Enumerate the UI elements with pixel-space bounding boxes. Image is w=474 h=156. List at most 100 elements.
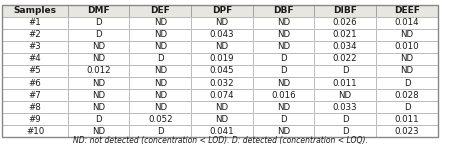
- Text: 0.011: 0.011: [333, 78, 357, 88]
- Bar: [129, 65, 191, 77]
- Text: 0.016: 0.016: [271, 91, 296, 100]
- Bar: [314, 101, 376, 113]
- Bar: [376, 29, 438, 41]
- Text: #2: #2: [29, 30, 41, 39]
- Text: 0.026: 0.026: [333, 18, 357, 27]
- Bar: [68, 65, 129, 77]
- Bar: [2, 113, 68, 125]
- Text: D: D: [280, 66, 287, 76]
- Text: D: D: [280, 115, 287, 124]
- Text: 0.032: 0.032: [210, 78, 234, 88]
- Bar: [2, 125, 68, 137]
- Text: 0.011: 0.011: [395, 115, 419, 124]
- Text: D: D: [280, 54, 287, 63]
- Bar: [129, 101, 191, 113]
- Bar: [253, 125, 314, 137]
- Text: DPF: DPF: [212, 6, 232, 15]
- Bar: [2, 77, 68, 89]
- Bar: [129, 41, 191, 53]
- Bar: [129, 125, 191, 137]
- Bar: [376, 113, 438, 125]
- Bar: [129, 77, 191, 89]
- Bar: [253, 125, 314, 137]
- Bar: [2, 5, 68, 17]
- Bar: [129, 17, 191, 29]
- Text: ND: ND: [215, 103, 228, 112]
- Text: 0.023: 0.023: [395, 127, 419, 136]
- Text: #1: #1: [29, 18, 41, 27]
- Bar: [68, 29, 129, 41]
- Bar: [68, 125, 129, 137]
- Bar: [376, 125, 438, 137]
- Bar: [68, 17, 129, 29]
- Bar: [376, 29, 438, 41]
- Text: ND: ND: [154, 30, 167, 39]
- Bar: [68, 77, 129, 89]
- Text: 0.022: 0.022: [333, 54, 357, 63]
- Bar: [376, 89, 438, 101]
- Bar: [2, 65, 68, 77]
- Text: DBF: DBF: [273, 6, 294, 15]
- Bar: [191, 101, 253, 113]
- Bar: [314, 65, 376, 77]
- Text: D: D: [404, 78, 410, 88]
- Bar: [129, 29, 191, 41]
- Bar: [129, 5, 191, 17]
- Text: #3: #3: [29, 42, 41, 51]
- Text: #7: #7: [29, 91, 41, 100]
- Bar: [191, 29, 253, 41]
- Text: #9: #9: [29, 115, 41, 124]
- Text: ND: ND: [154, 42, 167, 51]
- Bar: [2, 41, 68, 53]
- Bar: [68, 53, 129, 65]
- Bar: [253, 101, 314, 113]
- Bar: [253, 65, 314, 77]
- Bar: [376, 5, 438, 17]
- Bar: [314, 65, 376, 77]
- Text: ND: ND: [401, 66, 414, 76]
- Text: D: D: [95, 18, 102, 27]
- Bar: [376, 125, 438, 137]
- Text: ND: ND: [401, 30, 414, 39]
- Text: ND: ND: [154, 66, 167, 76]
- Text: ND: ND: [277, 42, 290, 51]
- Bar: [68, 125, 129, 137]
- Bar: [191, 17, 253, 29]
- Bar: [191, 65, 253, 77]
- Bar: [314, 77, 376, 89]
- Bar: [2, 5, 438, 137]
- Bar: [314, 113, 376, 125]
- Bar: [2, 41, 68, 53]
- Bar: [253, 17, 314, 29]
- Bar: [376, 53, 438, 65]
- Bar: [314, 89, 376, 101]
- Text: ND: ND: [154, 103, 167, 112]
- Text: 0.041: 0.041: [210, 127, 234, 136]
- Text: #4: #4: [29, 54, 41, 63]
- Bar: [68, 101, 129, 113]
- Text: 0.012: 0.012: [86, 66, 111, 76]
- Text: D: D: [404, 103, 410, 112]
- Bar: [68, 89, 129, 101]
- Text: ND: ND: [215, 115, 228, 124]
- Bar: [376, 17, 438, 29]
- Bar: [2, 29, 68, 41]
- Bar: [376, 113, 438, 125]
- Text: 0.028: 0.028: [395, 91, 419, 100]
- Text: DMF: DMF: [87, 6, 110, 15]
- Bar: [129, 17, 191, 29]
- Bar: [314, 17, 376, 29]
- Bar: [129, 41, 191, 53]
- Bar: [2, 53, 68, 65]
- Bar: [314, 29, 376, 41]
- Bar: [2, 53, 68, 65]
- Text: 0.021: 0.021: [333, 30, 357, 39]
- Text: ND: ND: [277, 78, 290, 88]
- Bar: [253, 29, 314, 41]
- Bar: [2, 17, 68, 29]
- Bar: [129, 65, 191, 77]
- Text: ND: ND: [277, 30, 290, 39]
- Text: ND: ND: [92, 91, 105, 100]
- Bar: [129, 77, 191, 89]
- Bar: [314, 5, 376, 17]
